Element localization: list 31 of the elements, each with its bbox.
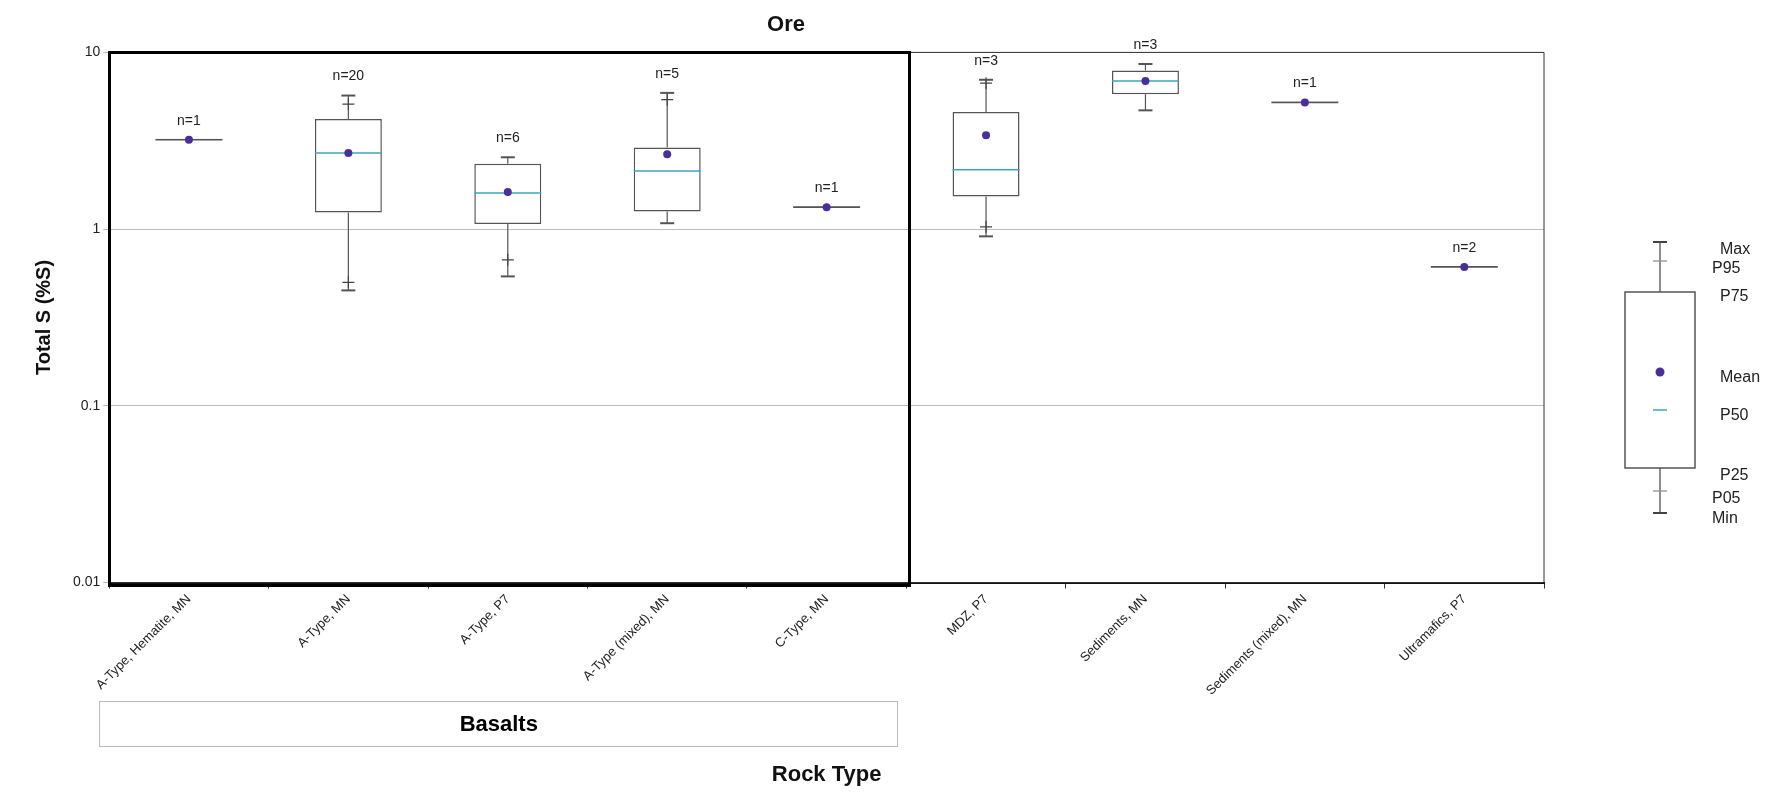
text: n=6 <box>495 129 520 146</box>
text: Min <box>1712 509 1738 527</box>
text: n=1 <box>177 111 201 128</box>
point <box>501 253 515 267</box>
text: P95 <box>1712 259 1741 277</box>
text: n=2 <box>1452 238 1477 255</box>
point <box>660 93 674 107</box>
y-axis-title: Total S (%S) <box>31 259 54 376</box>
text: n=3 <box>1133 35 1158 52</box>
text: n=1 <box>1293 74 1317 91</box>
point <box>979 220 993 234</box>
y-tick-label: 1 <box>92 219 101 236</box>
text: Basalts <box>99 700 899 747</box>
text: n=1 <box>814 179 839 196</box>
point <box>341 275 355 289</box>
text: n=3 <box>974 51 998 68</box>
x-axis-title: Rock Type <box>771 760 882 786</box>
point <box>979 76 993 90</box>
text: P50 <box>1720 406 1749 424</box>
text: P75 <box>1720 287 1749 305</box>
y-tick-label: 0.1 <box>80 396 101 413</box>
text: P05 <box>1712 489 1741 507</box>
text: n=20 <box>332 67 365 84</box>
text: Max <box>1720 240 1751 258</box>
point <box>341 97 355 111</box>
text: P25 <box>1720 466 1749 484</box>
text: Mean <box>1720 368 1761 386</box>
y-tick-label: 0.01 <box>73 573 101 590</box>
text: n=5 <box>655 64 680 81</box>
chart-title: Ore <box>767 11 805 37</box>
y-tick-label: 10 <box>84 43 101 60</box>
